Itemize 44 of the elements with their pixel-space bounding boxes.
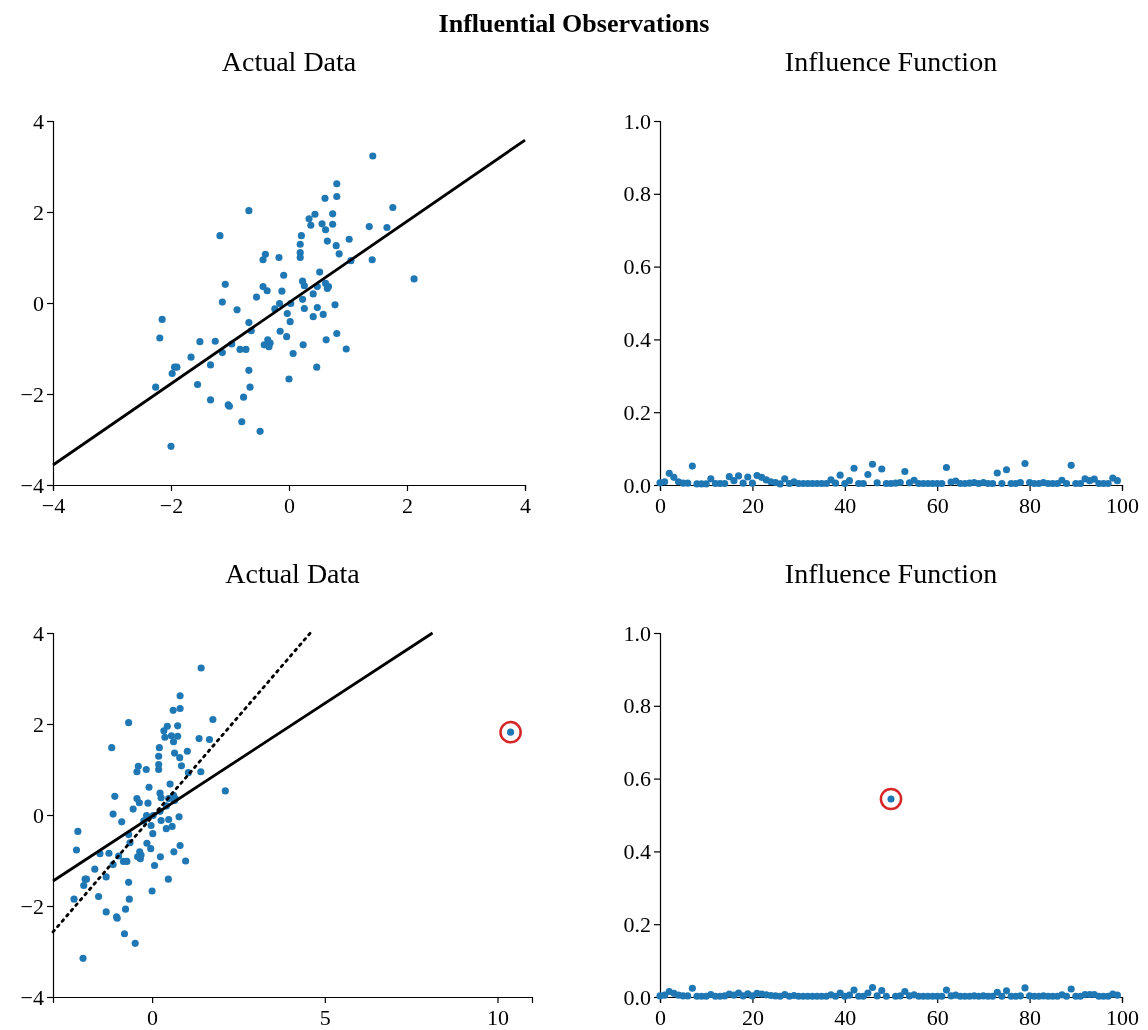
x-tick-label: 10 <box>486 1004 509 1030</box>
chart-title: Influential Observations <box>438 9 710 38</box>
y-tick-label: 0.4 <box>623 326 651 352</box>
y-tick-label: 4 <box>33 620 44 646</box>
y-tick-label: 0.6 <box>623 766 651 792</box>
x-tick-label: 5 <box>319 1004 331 1030</box>
y-tick-label: 0.8 <box>623 693 651 719</box>
y-tick-label: 2 <box>33 711 44 737</box>
y-tick-label: 1.0 <box>623 108 651 134</box>
y-tick-label: 0.8 <box>623 181 651 207</box>
y-tick-label: 0.4 <box>623 838 651 864</box>
y-tick-label: 0 <box>33 802 44 828</box>
y-tick-label: −2 <box>20 381 44 407</box>
x-tick-label: 80 <box>1019 492 1042 518</box>
y-tick-label: 0.2 <box>623 399 651 425</box>
y-tick-label: 0.2 <box>623 911 651 937</box>
y-tick-label: 4 <box>33 108 44 134</box>
y-tick-label: 0.0 <box>623 472 651 498</box>
x-tick-label: 60 <box>926 492 949 518</box>
y-tick-label: 0 <box>33 290 44 316</box>
x-tick-label: 60 <box>926 1004 949 1030</box>
chart-subtitle: Influence Function <box>784 46 998 77</box>
x-tick-label: 0 <box>147 1004 159 1030</box>
x-tick-label: 4 <box>520 492 531 518</box>
y-tick-label: −4 <box>20 984 44 1010</box>
y-tick-label: 0.0 <box>623 984 651 1010</box>
y-tick-label: −2 <box>20 893 44 919</box>
y-tick-label: 1.0 <box>623 620 651 646</box>
x-tick-label: 0 <box>284 492 295 518</box>
x-tick-label: 40 <box>834 492 857 518</box>
y-tick-label: 0.6 <box>623 254 651 280</box>
x-tick-label: −2 <box>159 492 184 518</box>
chart-subtitle: Influence Function <box>784 558 998 589</box>
chart-subtitle: Actual Data <box>221 46 357 77</box>
y-tick-label: 2 <box>33 199 44 225</box>
x-tick-label: 100 <box>1106 1004 1139 1030</box>
x-tick-label: 2 <box>402 492 413 518</box>
y-tick-label: −4 <box>20 472 44 498</box>
x-tick-label: 80 <box>1019 1004 1042 1030</box>
chart-subtitle: Actual Data <box>225 558 361 589</box>
x-tick-label: 20 <box>741 492 764 518</box>
x-tick-label: 40 <box>834 1004 857 1030</box>
x-tick-label: 100 <box>1106 492 1139 518</box>
x-tick-label: 20 <box>741 1004 764 1030</box>
